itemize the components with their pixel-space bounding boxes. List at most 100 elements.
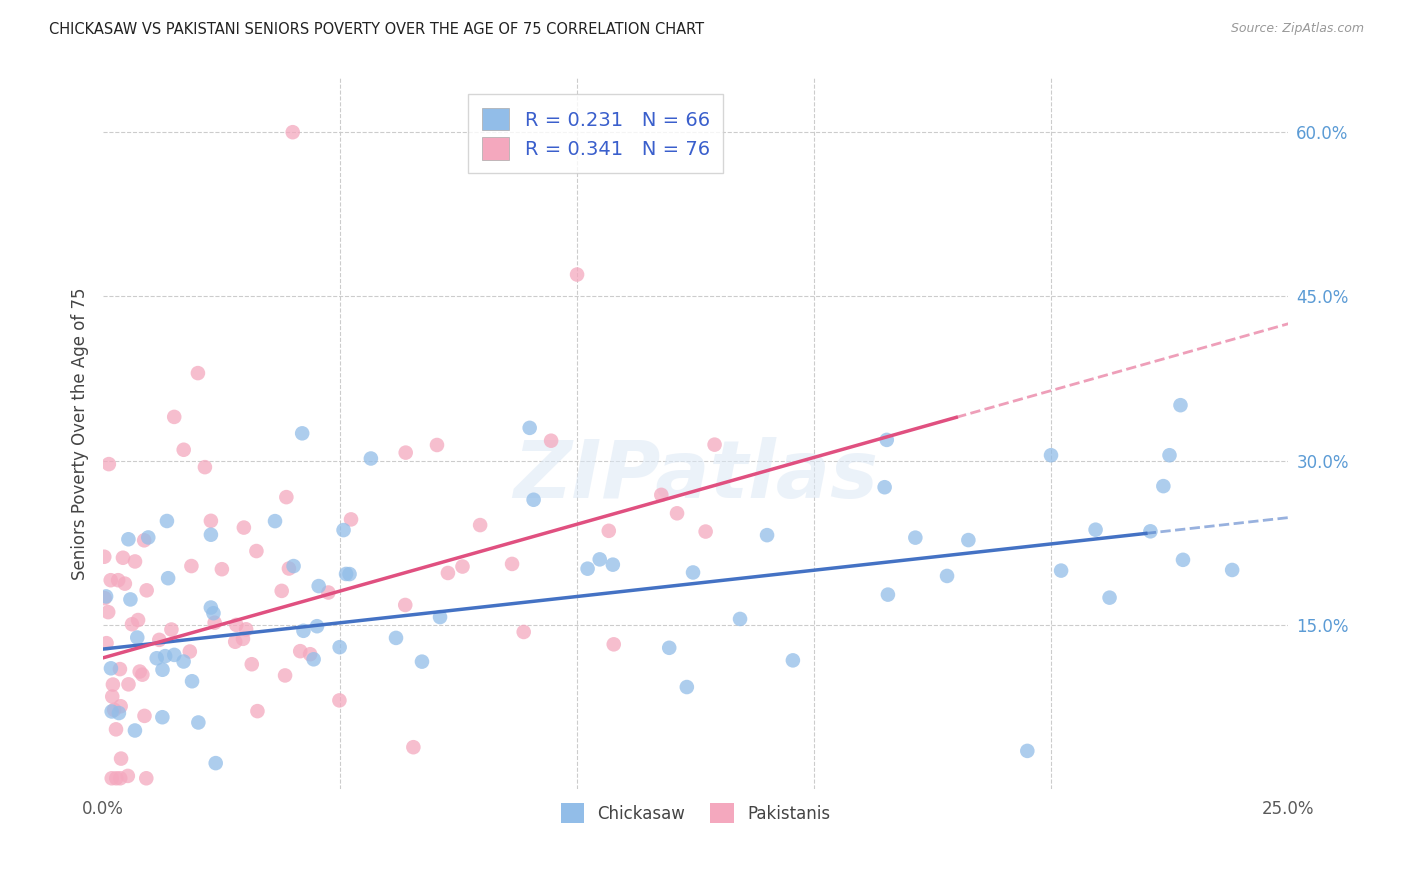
- Point: [957, 533, 980, 547]
- Point: [437, 566, 460, 580]
- Point: [202, 606, 225, 620]
- Point: [1139, 524, 1161, 539]
- Point: [703, 437, 725, 451]
- Point: [187, 366, 209, 380]
- Point: [1152, 479, 1174, 493]
- Point: [100, 573, 122, 587]
- Point: [1220, 563, 1243, 577]
- Point: [111, 550, 134, 565]
- Point: [160, 623, 183, 637]
- Point: [157, 571, 180, 585]
- Text: CHICKASAW VS PAKISTANI SENIORS POVERTY OVER THE AGE OF 75 CORRELATION CHART: CHICKASAW VS PAKISTANI SENIORS POVERTY O…: [49, 22, 704, 37]
- Point: [360, 451, 382, 466]
- Point: [1170, 398, 1192, 412]
- Point: [103, 703, 125, 717]
- Point: [240, 657, 263, 672]
- Point: [519, 421, 541, 435]
- Point: [96, 636, 118, 650]
- Point: [94, 590, 117, 604]
- Point: [179, 644, 201, 658]
- Point: [270, 583, 292, 598]
- Point: [936, 569, 959, 583]
- Point: [873, 480, 896, 494]
- Point: [110, 699, 132, 714]
- Point: [1040, 448, 1063, 462]
- Point: [152, 663, 174, 677]
- Point: [276, 490, 298, 504]
- Point: [302, 652, 325, 666]
- Point: [108, 662, 131, 676]
- Point: [676, 680, 699, 694]
- Point: [101, 690, 124, 704]
- Point: [299, 647, 322, 661]
- Point: [120, 592, 142, 607]
- Point: [124, 723, 146, 738]
- Point: [187, 715, 209, 730]
- Point: [305, 619, 328, 633]
- Point: [181, 674, 204, 689]
- Point: [756, 528, 779, 542]
- Point: [308, 579, 330, 593]
- Point: [134, 533, 156, 548]
- Point: [108, 706, 131, 720]
- Point: [1017, 744, 1039, 758]
- Point: [117, 677, 139, 691]
- Point: [1084, 523, 1107, 537]
- Point: [225, 618, 247, 632]
- Point: [264, 514, 287, 528]
- Point: [232, 520, 254, 534]
- Point: [173, 655, 195, 669]
- Point: [127, 613, 149, 627]
- Point: [135, 771, 157, 785]
- Point: [292, 624, 315, 638]
- Point: [121, 617, 143, 632]
- Point: [180, 559, 202, 574]
- Point: [512, 624, 534, 639]
- Point: [877, 588, 900, 602]
- Point: [429, 610, 451, 624]
- Point: [904, 531, 927, 545]
- Point: [565, 268, 588, 282]
- Point: [876, 433, 898, 447]
- Point: [291, 426, 314, 441]
- Point: [235, 623, 257, 637]
- Point: [194, 460, 217, 475]
- Point: [110, 771, 132, 785]
- Point: [451, 559, 474, 574]
- Point: [395, 445, 418, 459]
- Y-axis label: Seniors Poverty Over the Age of 75: Seniors Poverty Over the Age of 75: [72, 287, 89, 580]
- Point: [603, 637, 626, 651]
- Point: [110, 751, 132, 765]
- Point: [602, 558, 624, 572]
- Point: [394, 598, 416, 612]
- Point: [728, 612, 751, 626]
- Point: [468, 518, 491, 533]
- Point: [156, 514, 179, 528]
- Point: [105, 771, 128, 785]
- Point: [335, 566, 357, 581]
- Point: [93, 591, 115, 606]
- Point: [411, 655, 433, 669]
- Point: [426, 438, 449, 452]
- Legend: Chickasaw, Pakistanis: Chickasaw, Pakistanis: [550, 792, 842, 834]
- Point: [682, 566, 704, 580]
- Point: [134, 709, 156, 723]
- Point: [523, 492, 546, 507]
- Point: [329, 640, 352, 655]
- Point: [200, 514, 222, 528]
- Point: [245, 544, 267, 558]
- Point: [148, 632, 170, 647]
- Point: [114, 576, 136, 591]
- Point: [93, 549, 115, 564]
- Point: [385, 631, 408, 645]
- Point: [100, 705, 122, 719]
- Point: [540, 434, 562, 448]
- Point: [127, 631, 149, 645]
- Point: [135, 583, 157, 598]
- Point: [290, 644, 312, 658]
- Point: [501, 557, 523, 571]
- Point: [1159, 448, 1181, 462]
- Point: [246, 704, 269, 718]
- Point: [211, 562, 233, 576]
- Point: [278, 561, 301, 575]
